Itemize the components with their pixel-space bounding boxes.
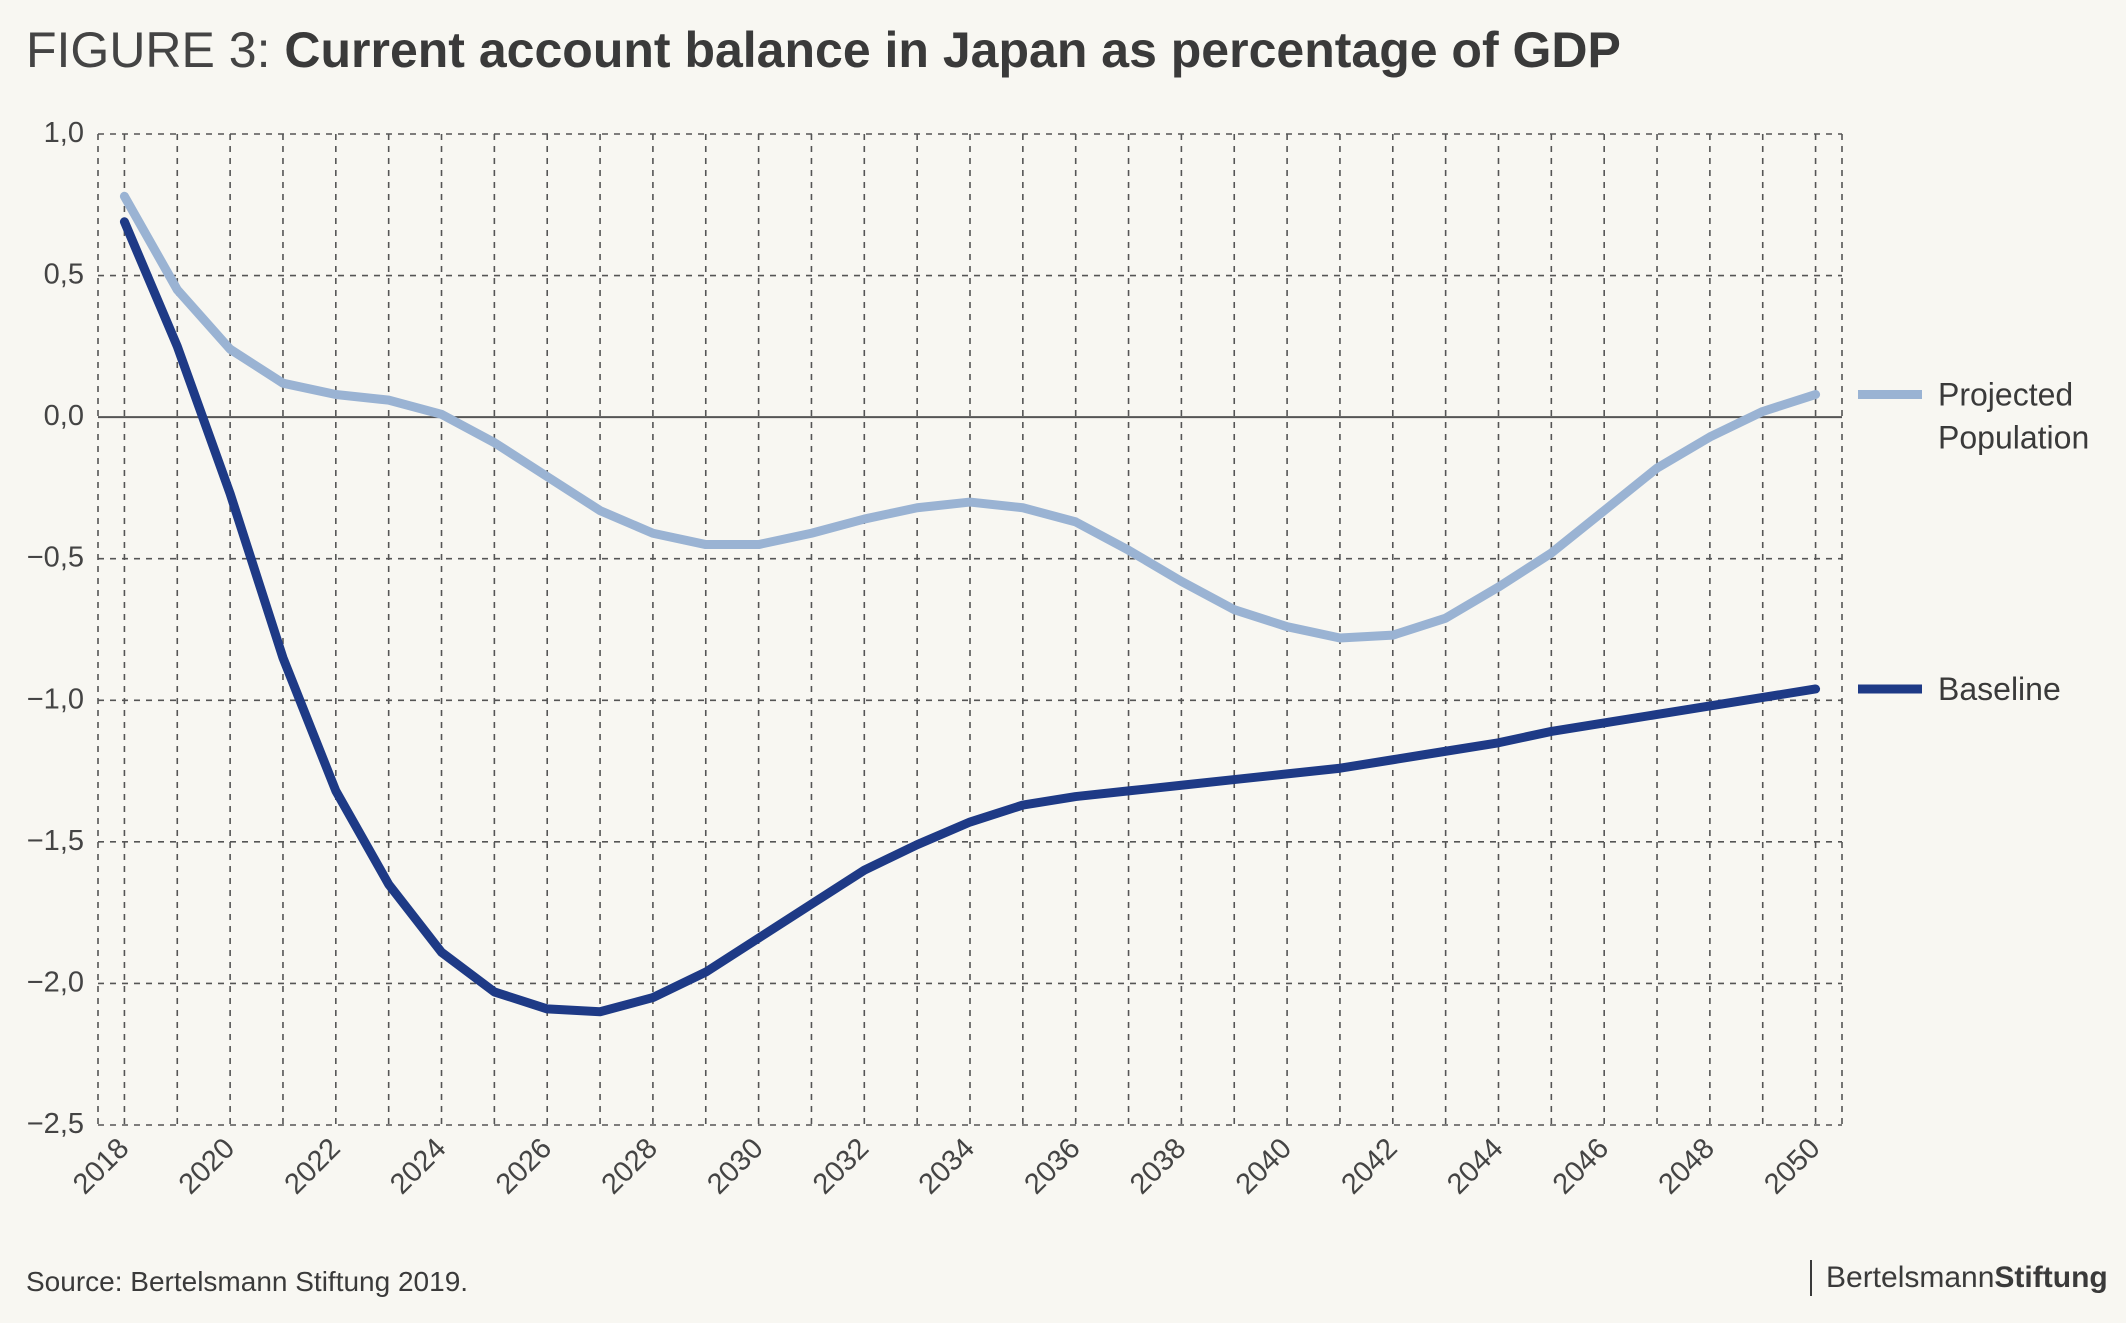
bertelsmann-logo: BertelsmannStiftung [1810, 1260, 2108, 1296]
x-tick-label: 2046 [1547, 1132, 1615, 1200]
y-tick-label: 1,0 [44, 117, 84, 149]
x-tick-label: 2040 [1230, 1132, 1298, 1200]
legend: Projected Population Baseline [1858, 376, 2089, 707]
legend-label: Projected [1938, 376, 2073, 412]
y-tick-label: −1,0 [27, 683, 84, 715]
legend-label: Baseline [1938, 671, 2061, 707]
y-tick-label: −1,5 [27, 825, 84, 857]
series-line-baseline [119, 217, 1821, 1017]
x-tick-label: 2050 [1758, 1132, 1826, 1200]
x-tick-label: 2044 [1441, 1132, 1509, 1200]
x-tick-label: 2036 [1018, 1132, 1086, 1200]
x-tick-label: 2042 [1335, 1132, 1403, 1200]
legend-label: Population [1938, 419, 2089, 455]
y-tick-label: −0,5 [27, 542, 84, 574]
x-tick-label: 2022 [279, 1132, 347, 1200]
y-tick-label: −2,5 [27, 1108, 84, 1140]
grid-lines [97, 133, 1843, 1126]
x-tick-label: 2034 [913, 1132, 981, 1200]
y-tick-label: 0,5 [44, 259, 84, 291]
y-tick-label: −2,0 [27, 966, 84, 998]
x-tick-label: 2038 [1124, 1132, 1192, 1200]
x-tick-label: 2028 [596, 1132, 664, 1200]
y-tick-label: 0,0 [44, 400, 84, 432]
logo-text-bold: Stiftung [1994, 1261, 2108, 1294]
x-tick-label: 2030 [701, 1132, 769, 1200]
x-tick-label: 2020 [173, 1132, 241, 1200]
x-tick-label: 2032 [807, 1132, 875, 1200]
source-note: Source: Bertelsmann Stiftung 2019. [26, 1266, 469, 1297]
x-tick-label: 2024 [384, 1132, 452, 1200]
chart-title: FIGURE 3: Current account balance in Jap… [26, 18, 1621, 82]
chart-title-text: Current account balance in Japan as perc… [284, 22, 1621, 78]
x-tick-label: 2026 [490, 1132, 558, 1200]
series-lines [119, 191, 1821, 1017]
x-tick-label: 2048 [1653, 1132, 1721, 1200]
logo-text-regular: Bertelsmann [1826, 1261, 1995, 1294]
series-line-projected-population [119, 191, 1821, 643]
x-tick-label: 2018 [67, 1132, 135, 1200]
figure-number: FIGURE 3: [26, 22, 271, 78]
